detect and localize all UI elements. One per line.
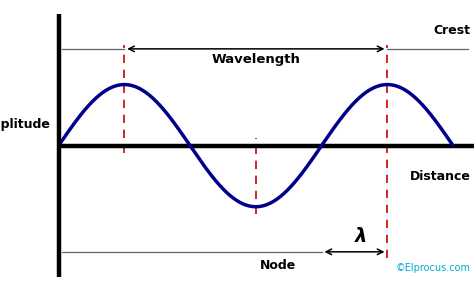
Text: ©Elprocus.com: ©Elprocus.com	[396, 263, 471, 273]
Text: Node: Node	[260, 259, 296, 272]
Text: Distance: Distance	[410, 170, 471, 183]
Text: Amplitude: Amplitude	[0, 118, 51, 131]
Text: Wavelength: Wavelength	[211, 53, 300, 66]
Text: Crest: Crest	[434, 24, 471, 37]
Text: λ: λ	[355, 227, 367, 246]
